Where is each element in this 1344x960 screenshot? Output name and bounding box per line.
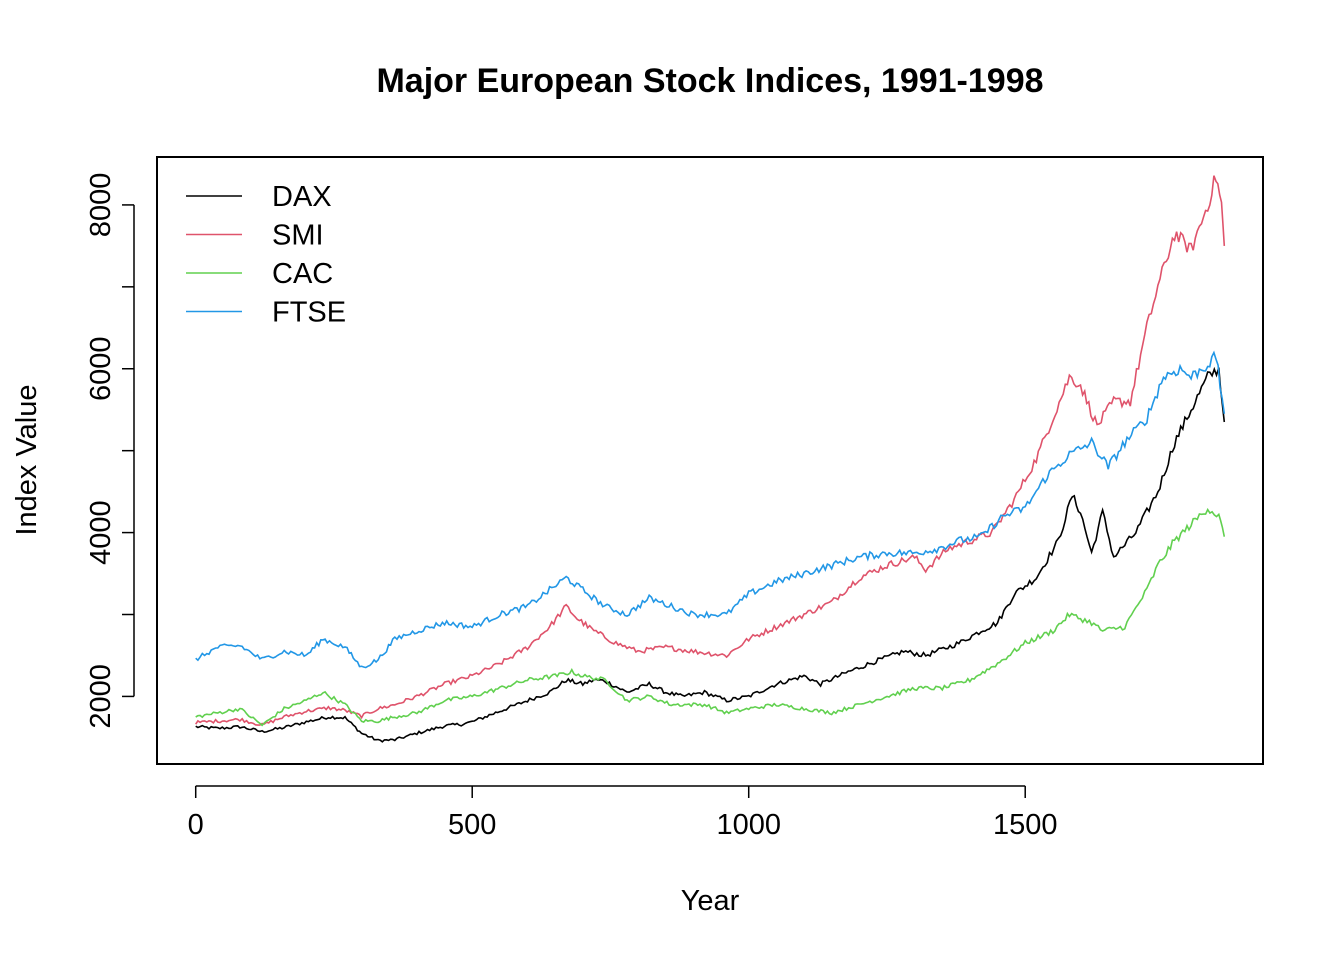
y-axis-label: Index Value xyxy=(11,384,43,535)
legend-label-cac: CAC xyxy=(272,258,333,290)
series-line-cac xyxy=(195,507,1226,727)
x-axis: 0 500 1000 1500 xyxy=(188,785,1058,841)
legend: DAX SMI CAC FTSE xyxy=(186,181,346,329)
legend-label-smi: SMI xyxy=(272,220,324,252)
series-line-dax xyxy=(195,366,1226,743)
x-axis-label: Year xyxy=(681,885,740,917)
x-tick-label: 500 xyxy=(448,809,496,841)
y-tick-label: 4000 xyxy=(85,500,117,565)
x-tick-label: 0 xyxy=(188,809,204,841)
y-axis: 2000 4000 6000 8000 xyxy=(85,173,135,729)
series-line-smi xyxy=(195,175,1226,726)
y-tick-label: 6000 xyxy=(85,337,117,402)
plot-frame xyxy=(156,156,1264,765)
legend-label-ftse: FTSE xyxy=(272,297,346,329)
series-line-ftse xyxy=(195,350,1226,669)
chart-title: Major European Stock Indices, 1991-1998 xyxy=(376,62,1043,100)
series-layer xyxy=(195,175,1226,743)
y-tick-label: 8000 xyxy=(85,173,117,238)
x-tick-label: 1500 xyxy=(993,809,1058,841)
y-tick-label: 2000 xyxy=(85,664,117,729)
x-tick-label: 1000 xyxy=(716,809,781,841)
legend-label-dax: DAX xyxy=(272,181,332,213)
